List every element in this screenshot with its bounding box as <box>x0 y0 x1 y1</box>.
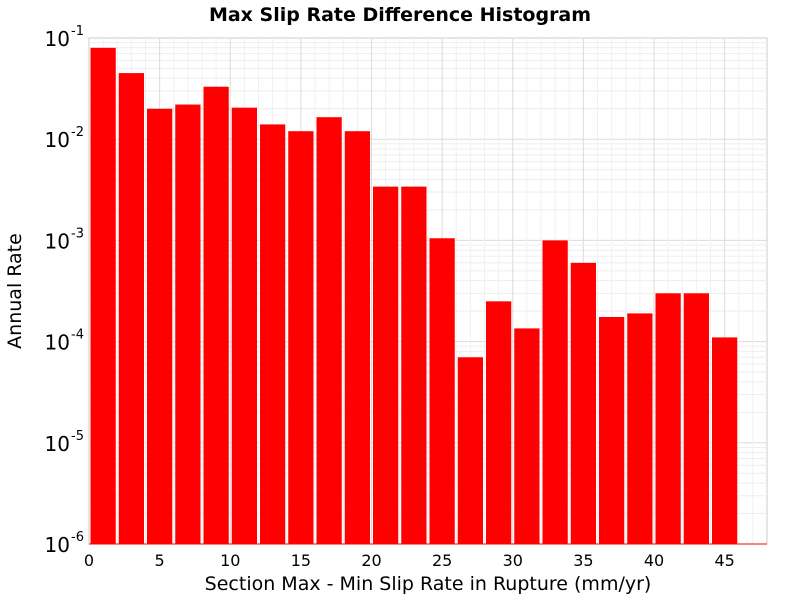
y-tick-exponent: -6 <box>71 530 84 545</box>
histogram-bar <box>542 240 568 544</box>
y-tick-exponent: -3 <box>71 226 84 241</box>
y-tick-base: 10 <box>45 128 70 152</box>
y-tick-label: 10 -4 <box>45 328 84 355</box>
y-tick-base: 10 <box>45 331 70 355</box>
histogram-bar <box>316 117 342 545</box>
y-tick-base: 10 <box>45 229 70 253</box>
y-tick-exponent: -2 <box>71 125 84 140</box>
histogram-bar <box>712 337 738 544</box>
y-tick-label: 10 -1 <box>45 24 84 51</box>
histogram-bar <box>683 293 709 544</box>
y-tick-labels: 10-610-510-410-310-210-1 <box>45 24 84 557</box>
histogram-bar <box>147 108 173 544</box>
histogram-bar <box>90 47 116 545</box>
chart-title: Max Slip Rate Difference Histogram <box>209 4 591 26</box>
y-tick-label: 10 -6 <box>45 530 84 557</box>
y-axis-label: Annual Rate <box>4 233 26 349</box>
x-tick-label: 30 <box>503 551 523 570</box>
histogram-bar <box>599 317 625 544</box>
histogram-bar <box>655 293 681 544</box>
y-tick-base: 10 <box>45 432 70 456</box>
y-tick-base: 10 <box>45 533 70 557</box>
x-tick-label: 40 <box>644 551 664 570</box>
histogram-bar <box>627 313 653 544</box>
x-tick-label: 35 <box>573 551 593 570</box>
histogram-bar <box>457 357 483 544</box>
histogram-bar <box>260 124 286 545</box>
y-tick-label: 10 -2 <box>45 125 84 152</box>
histogram-bar <box>570 262 596 544</box>
y-tick-base: 10 <box>45 27 70 51</box>
histogram-bar <box>203 86 229 545</box>
x-tick-label: 0 <box>84 551 94 570</box>
x-axis-label: Section Max - Min Slip Rate in Rupture (… <box>205 573 652 595</box>
x-tick-label: 45 <box>714 551 734 570</box>
x-tick-label: 20 <box>361 551 381 570</box>
histogram-bar <box>514 328 540 544</box>
y-tick-exponent: -1 <box>71 24 84 39</box>
x-tick-label: 25 <box>432 551 452 570</box>
histogram-bar <box>486 301 512 544</box>
y-tick-exponent: -5 <box>71 429 84 444</box>
histogram-bar <box>118 73 144 544</box>
histogram-bar <box>288 131 314 544</box>
histogram-bar <box>344 131 370 544</box>
y-tick-label: 10 -5 <box>45 429 84 456</box>
y-tick-exponent: -4 <box>71 328 84 343</box>
x-tick-label: 5 <box>155 551 165 570</box>
histogram-bar <box>429 238 455 544</box>
histogram-bar <box>231 107 257 544</box>
bars <box>89 47 767 545</box>
histogram-bar <box>401 186 427 545</box>
histogram-bar <box>373 186 399 545</box>
x-tick-label: 15 <box>291 551 311 570</box>
x-tick-labels: 0 5 10 15 20 25 30 35 40 45 <box>84 551 735 570</box>
x-tick-label: 10 <box>220 551 240 570</box>
y-tick-label: 10 -3 <box>45 226 84 253</box>
histogram-bar <box>175 104 201 545</box>
